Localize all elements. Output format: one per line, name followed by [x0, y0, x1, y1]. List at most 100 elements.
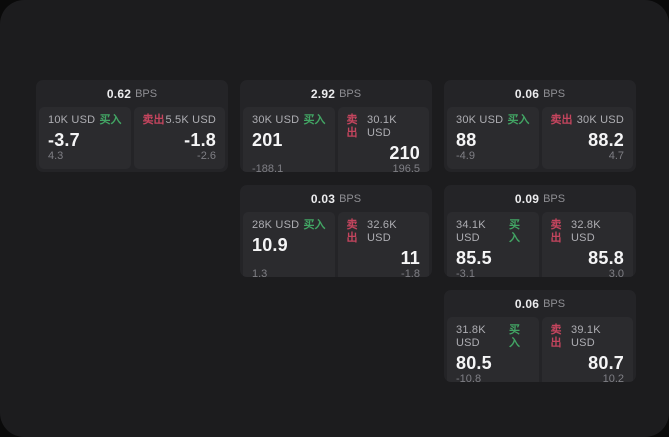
- buy-notional-label: 10K USD: [48, 114, 96, 126]
- buy-label: 买入: [99, 114, 122, 126]
- sell-notional-label: 39.1K USD: [571, 324, 601, 349]
- buy-pnl-value: 4.3: [48, 150, 64, 162]
- card-body: 10K USD 买入 -3.7 4.3 卖出 5.5K USD -1.8 -2.…: [36, 107, 228, 172]
- sell-pnl-value: 196.5: [392, 163, 420, 172]
- quote-card: 0.06 BPS 31.8K USD 买入 80.5 -10.8 卖出 39.1…: [444, 290, 636, 382]
- sell-price-value: -1.8: [184, 130, 216, 150]
- card-header: 2.92 BPS: [240, 80, 432, 107]
- buy-panel[interactable]: 34.1K USD 买入 85.5 -3.1: [447, 212, 539, 277]
- sell-pnl-value: -2.6: [197, 150, 216, 162]
- buy-label: 买入: [507, 114, 530, 126]
- card-header: 0.06 BPS: [444, 80, 636, 107]
- bps-unit-label: BPS: [135, 87, 158, 100]
- buy-pnl-value: 1.3: [252, 268, 268, 277]
- buy-notional-label: 28K USD: [252, 219, 300, 231]
- sell-label: 卖出: [550, 219, 562, 244]
- buy-panel[interactable]: 30K USD 买入 88 -4.9: [447, 107, 539, 169]
- sell-notional-label: 32.6K USD: [367, 219, 397, 244]
- bps-unit-label: BPS: [543, 192, 566, 205]
- bps-value: 0.62: [106, 86, 132, 101]
- card-body: 30K USD 买入 201 -188.1 卖出 30.1K USD 210 1…: [240, 107, 432, 172]
- bps-value: 0.06: [514, 296, 540, 311]
- bps-unit-label: BPS: [339, 192, 362, 205]
- sell-notional-label: 5.5K USD: [165, 114, 216, 126]
- sell-pnl-value: 4.7: [608, 150, 624, 162]
- card-body: 28K USD 买入 10.9 1.3 卖出 32.6K USD 11 -1.8: [240, 212, 432, 277]
- panel-top-row: 10K USD 买入: [48, 114, 122, 127]
- sell-notional-label: 30K USD: [576, 114, 624, 126]
- buy-price-value: -3.7: [48, 130, 80, 150]
- buy-label: 买入: [303, 219, 326, 231]
- sell-pnl-value: 10.2: [602, 373, 624, 382]
- quote-card: 2.92 BPS 30K USD 买入 201 -188.1 卖出 30.1K …: [240, 80, 432, 172]
- buy-price-value: 80.5: [456, 353, 492, 373]
- panel-top-row: 卖出 30.1K USD: [347, 114, 421, 140]
- panel-top-row: 卖出 32.6K USD: [347, 219, 421, 245]
- quote-card: 0.09 BPS 34.1K USD 买入 85.5 -3.1 卖出 32.8K…: [444, 185, 636, 277]
- card-header: 0.62 BPS: [36, 80, 228, 107]
- sell-notional-label: 32.8K USD: [571, 219, 601, 244]
- panel-top-row: 卖出 30K USD: [551, 114, 625, 127]
- sell-price-value: 210: [389, 143, 420, 163]
- card-body: 31.8K USD 买入 80.5 -10.8 卖出 39.1K USD 80.…: [444, 317, 636, 382]
- panel-top-row: 31.8K USD 买入: [456, 324, 530, 350]
- buy-price-value: 201: [252, 130, 283, 150]
- sell-pnl-value: -1.8: [401, 268, 420, 277]
- buy-pnl-value: -188.1: [252, 163, 284, 172]
- buy-notional-label: 30K USD: [456, 114, 504, 126]
- buy-label: 买入: [508, 324, 520, 349]
- buy-pnl-value: -10.8: [456, 373, 482, 382]
- buy-panel[interactable]: 31.8K USD 买入 80.5 -10.8: [447, 317, 539, 382]
- buy-panel[interactable]: 28K USD 买入 10.9 1.3: [243, 212, 335, 277]
- sell-panel[interactable]: 卖出 30K USD 88.2 4.7: [541, 107, 633, 169]
- bps-value: 0.06: [514, 86, 540, 101]
- sell-price-value: 85.8: [588, 248, 624, 268]
- card-header: 0.06 BPS: [444, 290, 636, 317]
- panel-top-row: 30K USD 买入: [252, 114, 326, 127]
- buy-price-value: 88: [456, 130, 477, 150]
- sell-notional-label: 30.1K USD: [367, 114, 397, 139]
- panel-top-row: 28K USD 买入: [252, 219, 326, 232]
- bps-value: 0.03: [310, 191, 336, 206]
- buy-panel[interactable]: 10K USD 买入 -3.7 4.3: [39, 107, 131, 169]
- sell-label: 卖出: [550, 114, 573, 126]
- panel-top-row: 卖出 32.8K USD: [551, 219, 625, 245]
- buy-panel[interactable]: 30K USD 买入 201 -188.1: [243, 107, 335, 172]
- sell-pnl-value: 3.0: [608, 268, 624, 277]
- bps-value: 2.92: [310, 86, 336, 101]
- panel-top-row: 卖出 39.1K USD: [551, 324, 625, 350]
- sell-price-value: 80.7: [588, 353, 624, 373]
- buy-label: 买入: [303, 114, 326, 126]
- bps-unit-label: BPS: [543, 297, 566, 310]
- buy-price-value: 10.9: [252, 235, 288, 255]
- buy-label: 买入: [508, 219, 520, 244]
- card-header: 0.03 BPS: [240, 185, 432, 212]
- sell-panel[interactable]: 卖出 32.8K USD 85.8 3.0: [541, 212, 633, 277]
- panel-top-row: 30K USD 买入: [456, 114, 530, 127]
- buy-notional-label: 30K USD: [252, 114, 300, 126]
- bps-unit-label: BPS: [543, 87, 566, 100]
- buy-pnl-value: -3.1: [456, 268, 475, 277]
- sell-panel[interactable]: 卖出 30.1K USD 210 196.5: [337, 107, 429, 172]
- sell-price-value: 88.2: [588, 130, 624, 150]
- sell-price-value: 11: [400, 248, 420, 268]
- quote-card: 0.03 BPS 28K USD 买入 10.9 1.3 卖出 32.6K US…: [240, 185, 432, 277]
- card-body: 34.1K USD 买入 85.5 -3.1 卖出 32.8K USD 85.8…: [444, 212, 636, 277]
- panel-top-row: 卖出 5.5K USD: [143, 114, 217, 127]
- sell-label: 卖出: [142, 114, 165, 126]
- sell-label: 卖出: [550, 324, 562, 349]
- card-header: 0.09 BPS: [444, 185, 636, 212]
- bps-value: 0.09: [514, 191, 540, 206]
- buy-price-value: 85.5: [456, 248, 492, 268]
- sell-label: 卖出: [346, 219, 358, 244]
- sell-panel[interactable]: 卖出 5.5K USD -1.8 -2.6: [133, 107, 225, 169]
- buy-notional-label: 31.8K USD: [456, 324, 486, 349]
- buy-pnl-value: -4.9: [456, 150, 475, 162]
- sell-panel[interactable]: 卖出 39.1K USD 80.7 10.2: [541, 317, 633, 382]
- panel-top-row: 34.1K USD 买入: [456, 219, 530, 245]
- sell-label: 卖出: [346, 114, 358, 139]
- sell-panel[interactable]: 卖出 32.6K USD 11 -1.8: [337, 212, 429, 277]
- bps-unit-label: BPS: [339, 87, 362, 100]
- card-body: 30K USD 买入 88 -4.9 卖出 30K USD 88.2 4.7: [444, 107, 636, 172]
